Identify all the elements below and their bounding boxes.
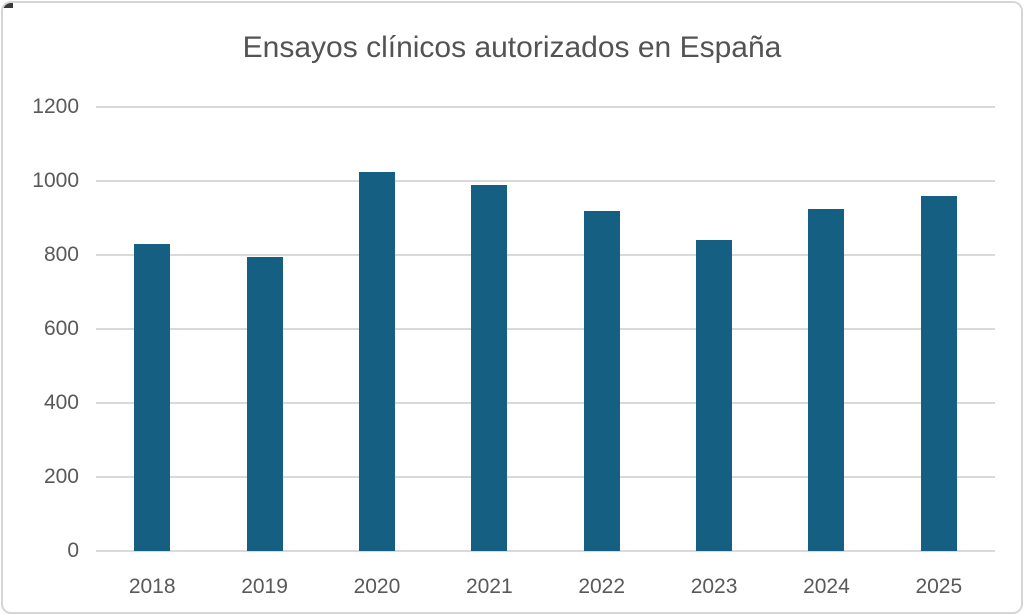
x-tick-label-2019: 2019 xyxy=(241,575,288,598)
gridline-0 xyxy=(96,550,995,552)
y-tick-label-200: 200 xyxy=(43,465,79,488)
bar-2024 xyxy=(808,208,845,551)
x-tick-label-2020: 2020 xyxy=(353,575,401,598)
gridline-1000 xyxy=(96,180,995,182)
y-tick-label-1000: 1000 xyxy=(32,169,79,192)
bar-2025 xyxy=(920,195,957,551)
y-tick-label-400: 400 xyxy=(43,391,79,414)
y-tick-label-800: 800 xyxy=(43,243,79,266)
bar-2022 xyxy=(583,210,620,551)
bar-2021 xyxy=(471,184,508,551)
bar-2019 xyxy=(246,256,283,551)
gridline-1200 xyxy=(96,106,995,108)
plot-area xyxy=(96,106,995,552)
bar-2018 xyxy=(134,243,171,551)
y-tick-label-600: 600 xyxy=(43,317,79,340)
x-tick-label-2018: 2018 xyxy=(128,575,176,598)
gridline-600 xyxy=(96,328,995,330)
gridline-400 xyxy=(96,402,995,404)
y-tick-label-0: 0 xyxy=(67,539,79,562)
corner-artifact xyxy=(3,3,13,8)
x-tick-label-2021: 2021 xyxy=(465,575,513,598)
chart-title: Ensayos clínicos autorizados en España xyxy=(242,31,782,64)
bar-2023 xyxy=(696,240,733,551)
x-tick-label-2023: 2023 xyxy=(690,575,738,598)
gridline-800 xyxy=(96,254,995,256)
gridline-200 xyxy=(96,476,995,478)
x-tick-label-2025: 2025 xyxy=(915,575,963,598)
x-tick-label-2022: 2022 xyxy=(578,575,626,598)
y-tick-label-1200: 1200 xyxy=(32,95,79,118)
x-tick-label-2024: 2024 xyxy=(803,575,850,598)
bar-2020 xyxy=(358,171,395,551)
